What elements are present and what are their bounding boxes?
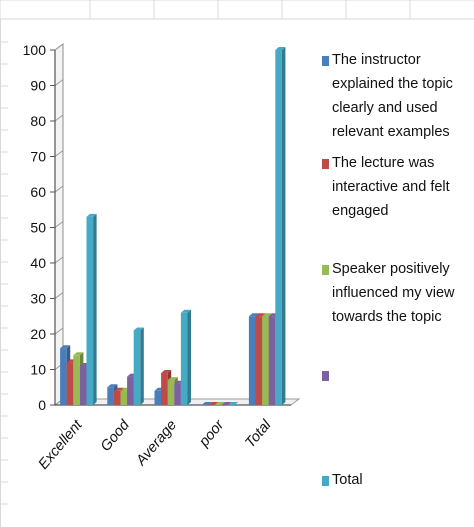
x-tick-label-4: Total (242, 417, 275, 452)
bar-average-series-5 (180, 309, 191, 405)
x-tick-label-0: Excellent (36, 417, 87, 473)
bar-front-face (79, 365, 87, 405)
bar-poor-series-5 (228, 402, 239, 406)
legend-item-1: The instructor explained the topic clear… (319, 48, 469, 144)
legend-label-2: The lecture was interactive and felt eng… (332, 155, 450, 219)
bar-front-face (60, 348, 67, 405)
bar-front-face (248, 316, 256, 405)
chart-bars (60, 47, 286, 406)
y-depth-line-6 (54, 185, 64, 193)
bar-poor-series-4 (221, 402, 232, 406)
bar-side-face (281, 47, 286, 405)
bar-side-face (140, 327, 144, 405)
y-tick-label-4: 40 (30, 255, 46, 271)
y-depth-line-7 (54, 150, 64, 157)
y-depth-line-10 (54, 43, 64, 51)
bar-front-face (154, 390, 162, 405)
legend-label-5: Total (332, 472, 363, 488)
bar-side-face (187, 309, 191, 405)
bar-front-face (255, 316, 263, 405)
y-tick-label-0: 0 (38, 397, 46, 413)
bar-top-face (208, 402, 219, 405)
legend-swatch-2 (322, 159, 329, 169)
bar-front-face (86, 216, 94, 405)
bar-front-face (107, 387, 114, 405)
legend-label-3: Speaker positively influenced my view to… (332, 261, 455, 325)
legend-swatch-3 (322, 265, 329, 275)
bar-front-face (73, 355, 80, 405)
bar-side-face (93, 213, 97, 405)
bar-top-face (60, 345, 71, 349)
bar-top-face (180, 309, 191, 313)
y-tick-label-10: 100 (23, 42, 47, 58)
bar-front-face (268, 316, 276, 405)
y-depth-line-4 (54, 256, 64, 264)
legend-item-3: Speaker positively influenced my view to… (319, 257, 469, 329)
bar-top-face (107, 384, 118, 388)
legend-swatch-5 (322, 476, 329, 486)
bar-front-face (127, 376, 134, 405)
legend-swatch-1 (322, 56, 329, 66)
bar-front-face (262, 316, 269, 405)
chart-back-wall (63, 44, 299, 399)
bar-good-series-5 (133, 327, 144, 405)
bar-front-face (275, 50, 282, 405)
x-tick-label-2: Average (133, 417, 180, 469)
legend-item-2: The lecture was interactive and felt eng… (319, 151, 469, 223)
bar-front-face (180, 312, 188, 405)
y-depth-line-3 (54, 292, 64, 299)
bar-front-face (161, 373, 168, 405)
legend-label-1: The instructor explained the topic clear… (332, 52, 453, 140)
bar-top-face (275, 47, 286, 50)
bar-front-face (113, 390, 121, 405)
x-tick-label-1: Good (98, 417, 134, 455)
bar-total-series-5 (275, 47, 286, 405)
y-tick-label-3: 30 (30, 291, 46, 307)
bar-front-face (133, 330, 141, 405)
bar-top-face (262, 313, 273, 317)
bar-top-face (214, 402, 225, 405)
bar-top-face (86, 213, 97, 217)
bar-front-face (174, 383, 181, 405)
bar-top-face (228, 402, 239, 405)
y-depth-line-8 (54, 114, 64, 122)
bar-front-face (120, 390, 128, 405)
y-depth-line-2 (54, 327, 64, 335)
bar-top-face (161, 370, 172, 374)
y-depth-line-5 (54, 221, 64, 228)
y-tick-label-6: 60 (30, 184, 46, 200)
y-tick-label-9: 90 (30, 78, 46, 94)
bar-front-face (167, 380, 175, 405)
bar-top-face (113, 387, 124, 391)
bar-top-face (255, 313, 266, 317)
bar-front-face (66, 362, 74, 405)
bar-top-face (167, 377, 178, 381)
bar-top-face (248, 313, 259, 317)
y-tick-label-5: 50 (30, 220, 46, 236)
bar-top-face (73, 352, 84, 356)
legend-item-5: Total (319, 468, 469, 492)
bar-poor-series-3 (214, 402, 225, 406)
y-depth-line-9 (54, 79, 64, 86)
y-tick-label-8: 80 (30, 113, 46, 129)
bar-top-face (201, 402, 212, 405)
legend-swatch-4 (322, 371, 329, 381)
bar-poor-series-2 (208, 402, 219, 406)
y-tick-label-7: 70 (30, 149, 46, 165)
x-tick-label-3: poor (196, 416, 228, 450)
y-tick-label-2: 20 (30, 326, 46, 342)
bar-excellent-series-5 (86, 213, 97, 405)
bar-top-face (221, 402, 232, 405)
bar-top-face (133, 327, 144, 331)
y-tick-label-1: 10 (30, 362, 46, 378)
bar-poor-series-1 (201, 402, 212, 406)
